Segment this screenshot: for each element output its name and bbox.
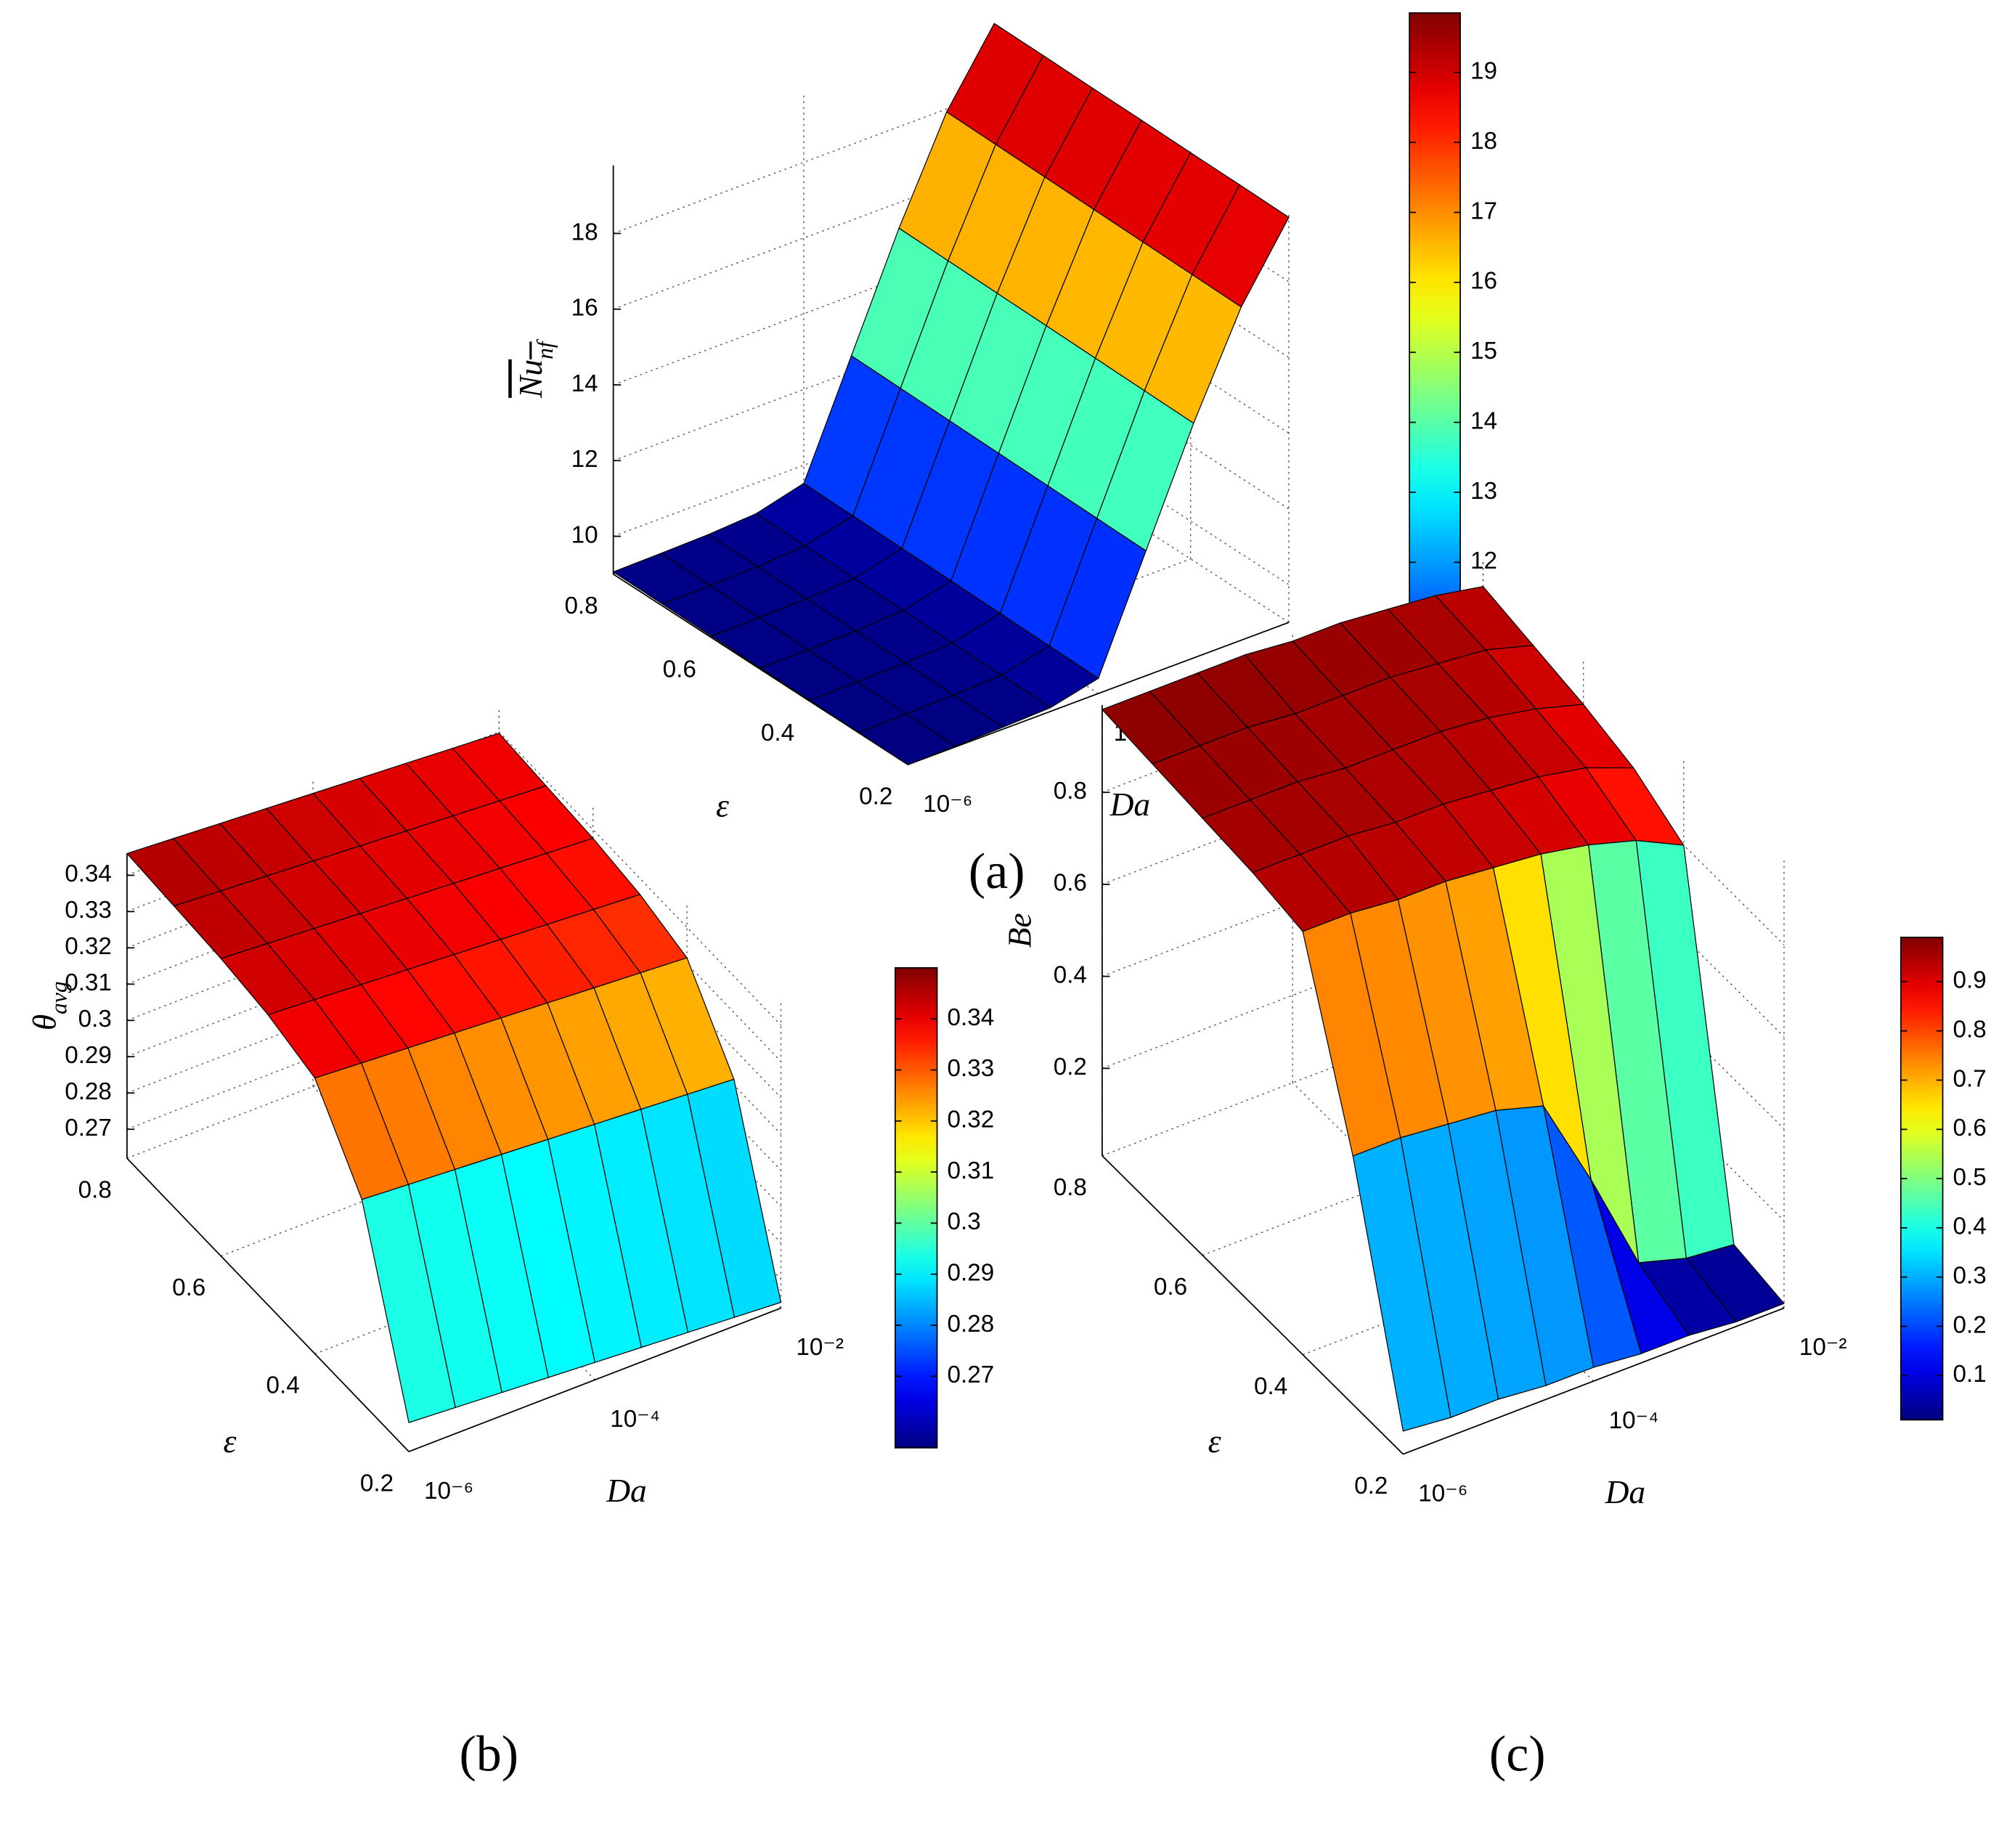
z-axis-label-main: θ [26,1014,63,1030]
z-tick-label: 0.8 [1054,778,1087,805]
y-tick-label: 0.8 [78,1176,112,1203]
z-tick-label: 14 [571,370,598,397]
grid-line [498,768,781,1062]
colorbar-tick-label: 0.1 [1953,1361,1987,1388]
axis-line [1102,1155,1404,1455]
grid-line [498,731,781,1026]
axis-line [1403,1307,1785,1455]
x-tick-label: 10⁻⁶ [923,791,972,818]
colorbar-tick-label: 13 [1470,478,1497,505]
x-axis-label: Da [606,1472,647,1509]
z-tick-label: 0.4 [1054,961,1087,988]
y-axis-label: ε [1208,1422,1221,1460]
z-tick-label: 0.27 [65,1115,112,1141]
y-tick-label: 0.6 [172,1274,205,1301]
grid-line [498,804,781,1099]
z-tick-label: 0.34 [65,860,112,887]
z-axis-label-sub: avg [46,981,71,1014]
x-tick-label: 10⁻⁶ [424,1478,473,1505]
colorbar-tick-label: 14 [1470,407,1497,434]
x-tick-label: 10⁻⁴ [610,1406,660,1433]
colorbar [1900,936,1944,1421]
x-tick-label: 10⁻² [1799,1334,1847,1361]
surface-patch [361,1184,456,1423]
colorbar-tick-label: 0.8 [1953,1016,1987,1043]
panel-label: (c) [1489,1726,1546,1782]
axis-line [408,1307,781,1452]
z-tick-label: 0.29 [65,1042,112,1069]
axis-line [126,1157,410,1452]
x-tick-label: 10⁻⁶ [1418,1480,1467,1507]
colorbar-tick-label: 18 [1470,128,1497,155]
y-tick-label: 0.8 [1054,1174,1087,1201]
colorbar-tick-label: 0.4 [1953,1213,1987,1240]
colorbar-tick-label: 0.7 [1953,1065,1987,1092]
colorbar-tick-label: 0.9 [1953,967,1987,994]
surface-patch [1352,1137,1451,1432]
z-axis-label: Nunf [513,338,558,399]
y-axis-label: ε [716,787,729,824]
x-axis-label: Da [1605,1473,1646,1510]
colorbar-tick-label: 0.5 [1953,1164,1987,1191]
y-axis-label: ε [224,1422,237,1460]
colorbar [894,966,938,1449]
z-axis-label-main: Nu [513,359,550,399]
colorbar-tick-label: 19 [1470,57,1497,84]
colorbar-tick-label: 0.27 [948,1361,995,1388]
z-tick-label: 0.6 [1054,870,1087,897]
grid-line [613,90,995,235]
z-tick-label: 18 [571,219,598,245]
z-axis-label: Be [1001,913,1038,948]
colorbar-tick-label: 0.33 [948,1055,995,1082]
y-tick-label: 0.2 [360,1470,394,1497]
x-axis-label: Da [1109,786,1151,823]
z-tick-label: 0.33 [65,897,112,924]
z-axis-label-main: Be [1001,913,1038,948]
z-tick-label: 10 [571,521,598,548]
y-tick-label: 0.2 [1354,1473,1388,1499]
colorbar-tick-label: 0.31 [948,1157,995,1184]
y-tick-label: 0.2 [859,783,892,810]
y-tick-label: 0.6 [663,656,696,683]
z-axis-label: θavg [26,981,71,1030]
colorbar-tick-label: 16 [1470,268,1497,295]
panel-label: (a) [969,844,1025,900]
colorbar-tick-label: 0.6 [1953,1115,1987,1141]
axis-line [908,622,1290,765]
y-tick-label: 0.8 [564,593,598,619]
z-tick-label: 0.28 [65,1078,112,1105]
colorbar-tick-label: 0.29 [948,1260,995,1287]
z-axis-label-sub: nf [532,338,558,359]
z-tick-label: 0.2 [1054,1054,1087,1080]
y-tick-label: 0.4 [1254,1373,1287,1400]
z-tick-label: 0.32 [65,933,112,960]
x-tick-label: 10⁻⁴ [1609,1407,1659,1434]
colorbar-tick-label: 15 [1470,338,1497,365]
colorbar-tick-label: 0.32 [948,1107,995,1133]
panel-label: (b) [459,1726,518,1782]
y-tick-label: 0.4 [761,720,794,746]
z-tick-label: 12 [571,446,598,473]
z-tick-label: 0.31 [65,969,112,996]
z-tick-label: 16 [571,295,598,322]
colorbar-tick-label: 0.34 [948,1004,995,1031]
colorbar-tick-label: 12 [1470,548,1497,574]
colorbar-tick-label: 0.2 [1953,1311,1987,1338]
z-tick-label: 0.3 [78,1006,112,1033]
y-tick-label: 0.6 [1154,1274,1187,1300]
surface-patch [858,713,956,765]
colorbar-tick-label: 0.3 [1953,1263,1987,1290]
x-tick-label: 10⁻² [796,1334,844,1361]
y-tick-label: 0.4 [266,1372,300,1399]
colorbar-tick-label: 0.3 [948,1208,981,1235]
colorbar-tick-label: 0.28 [948,1311,995,1338]
colorbar-tick-label: 17 [1470,198,1497,224]
